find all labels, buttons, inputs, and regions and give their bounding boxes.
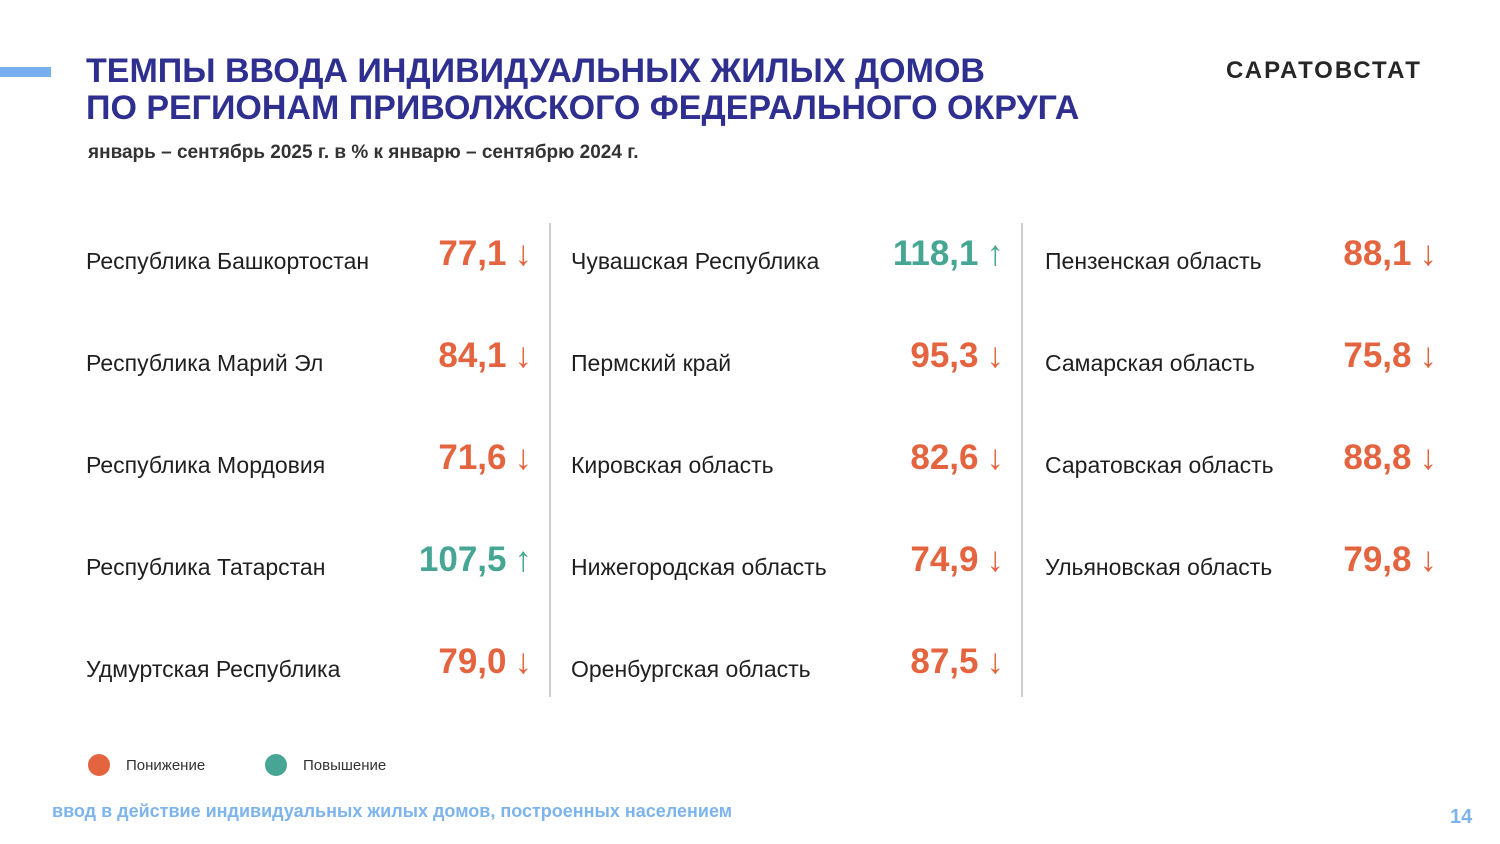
footnote: ввод в действие индивидуальных жилых дом…: [52, 801, 733, 821]
arrow-down-icon: ↓: [1419, 438, 1438, 477]
region-value: 84,1 ↓: [438, 336, 532, 376]
arrow-down-icon: ↓: [986, 642, 1005, 681]
region-name: Чувашская Республика: [571, 248, 820, 274]
region-value: 88,8 ↓: [1343, 438, 1437, 478]
region-name: Нижегородская область: [571, 554, 827, 580]
arrow-down-icon: ↓: [514, 336, 533, 375]
region-value: 74,9 ↓: [910, 540, 1004, 580]
region-name: Кировская область: [571, 452, 774, 478]
region-value: 79,0 ↓: [438, 642, 532, 682]
region-name: Пермский край: [571, 350, 732, 376]
legend-increase-label: Повышение: [303, 756, 387, 774]
region-name: Республика Мордовия: [86, 452, 326, 478]
arrow-down-icon: ↓: [514, 234, 533, 273]
region-name: Пензенская область: [1045, 248, 1262, 274]
region-row: Республика Мордовия 71,6 ↓: [86, 438, 532, 484]
region-row: Саратовская область 88,8 ↓: [1045, 438, 1437, 484]
region-row: Республика Татарстан 107,5 ↑: [86, 540, 532, 586]
region-row: Нижегородская область 74,9 ↓: [571, 540, 1004, 586]
region-row: Кировская область 82,6 ↓: [571, 438, 1004, 484]
region-row: Пермский край 95,3 ↓: [571, 336, 1004, 382]
column-divider: [1021, 223, 1023, 697]
arrow-up-icon: ↑: [986, 234, 1005, 273]
arrow-up-icon: ↑: [514, 540, 533, 579]
region-row: Удмуртская Республика 79,0 ↓: [86, 642, 532, 688]
increase-dot-icon: [265, 754, 287, 776]
region-value: 95,3 ↓: [910, 336, 1004, 376]
title-line-2: ПО РЕГИОНАМ ПРИВОЛЖСКОГО ФЕДЕРАЛЬНОГО ОК…: [86, 89, 1080, 127]
region-name: Саратовская область: [1045, 452, 1274, 478]
region-row: Оренбургская область 87,5 ↓: [571, 642, 1004, 688]
region-value: 79,8 ↓: [1343, 540, 1437, 580]
region-name: Ульяновская область: [1045, 554, 1273, 580]
page-title: ТЕМПЫ ВВОДА ИНДИВИДУАЛЬНЫХ ЖИЛЫХ ДОМОВ П…: [86, 53, 1079, 127]
arrow-down-icon: ↓: [1419, 336, 1438, 375]
legend-increase: Повышение: [265, 754, 386, 776]
legend-decrease: Понижение: [88, 754, 205, 776]
region-row: Ульяновская область 79,8 ↓: [1045, 540, 1437, 586]
value-number: 118,1: [892, 234, 979, 273]
region-value: 77,1 ↓: [438, 234, 532, 274]
value-number: 84,1: [438, 336, 507, 375]
arrow-down-icon: ↓: [986, 336, 1005, 375]
region-row: Республика Марий Эл 84,1 ↓: [86, 336, 532, 382]
value-number: 88,8: [1343, 438, 1412, 477]
arrow-down-icon: ↓: [514, 642, 533, 681]
region-value: 82,6 ↓: [910, 438, 1004, 478]
arrow-down-icon: ↓: [986, 540, 1005, 579]
arrow-down-icon: ↓: [1419, 234, 1438, 273]
value-number: 74,9: [910, 540, 979, 579]
decrease-dot-icon: [88, 754, 110, 776]
value-number: 88,1: [1343, 234, 1412, 273]
region-row: Самарская область 75,8 ↓: [1045, 336, 1437, 382]
region-row: Республика Башкортостан 77,1 ↓: [86, 234, 532, 280]
region-value: 107,5 ↑: [419, 540, 532, 580]
subtitle: январь – сентябрь 2025 г. в % к январю –…: [88, 142, 639, 163]
value-number: 95,3: [910, 336, 979, 375]
brand-logo: САРАТОВСТАТ: [1226, 57, 1422, 84]
region-row: Чувашская Республика 118,1 ↑: [571, 234, 1004, 280]
region-value: 118,1 ↑: [893, 234, 1004, 274]
region-value: 88,1 ↓: [1343, 234, 1437, 274]
region-name: Самарская область: [1045, 350, 1255, 376]
region-name: Оренбургская область: [571, 656, 811, 682]
arrow-down-icon: ↓: [1419, 540, 1438, 579]
region-value: 75,8 ↓: [1343, 336, 1437, 376]
region-name: Республика Марий Эл: [86, 350, 324, 376]
value-number: 79,8: [1343, 540, 1412, 579]
value-number: 87,5: [910, 642, 979, 681]
value-number: 71,6: [438, 438, 507, 477]
region-name: Республика Татарстан: [86, 554, 326, 580]
value-number: 75,8: [1343, 336, 1412, 375]
region-row: Пензенская область 88,1 ↓: [1045, 234, 1437, 280]
value-number: 79,0: [438, 642, 507, 681]
region-name: Удмуртская Республика: [86, 656, 341, 682]
region-name: Республика Башкортостан: [86, 248, 370, 274]
column-divider: [549, 223, 551, 697]
value-number: 77,1: [438, 234, 507, 273]
region-value: 87,5 ↓: [910, 642, 1004, 682]
title-line-1: ТЕМПЫ ВВОДА ИНДИВИДУАЛЬНЫХ ЖИЛЫХ ДОМОВ: [86, 52, 985, 90]
value-number: 107,5: [418, 540, 507, 579]
arrow-down-icon: ↓: [514, 438, 533, 477]
value-number: 82,6: [910, 438, 979, 477]
arrow-down-icon: ↓: [986, 438, 1005, 477]
legend-decrease-label: Понижение: [126, 756, 206, 774]
region-value: 71,6 ↓: [438, 438, 532, 478]
accent-bar: [0, 67, 51, 77]
page-number: 14: [1450, 806, 1473, 828]
